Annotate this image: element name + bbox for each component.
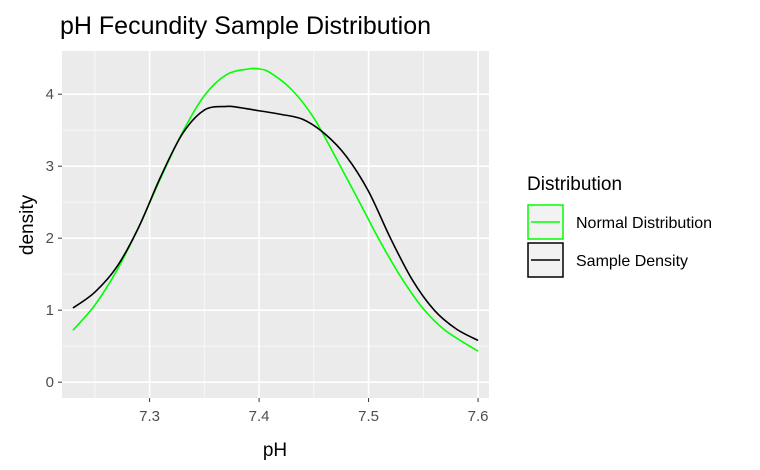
x-axis: 7.3 7.4 7.5 7.6	[139, 398, 488, 425]
grid-minor	[62, 51, 489, 398]
y-axis-title: density	[17, 194, 38, 255]
plot-panel	[62, 51, 489, 398]
x-tick-label: 7.6	[468, 408, 489, 425]
y-tick-label: 0	[46, 374, 54, 391]
series-layer	[72, 67, 479, 352]
legend: Distribution Normal Distribution Sample D…	[527, 174, 712, 278]
legend-label-normal-distribution: Normal Distribution	[576, 215, 712, 232]
y-axis: 0 1 2 3 4	[46, 86, 62, 391]
x-tick-label: 7.5	[358, 408, 379, 425]
y-tick-label: 1	[46, 302, 54, 319]
x-tick-label: 7.4	[249, 408, 270, 425]
y-tick-label: 4	[46, 86, 54, 103]
grid-major	[62, 51, 489, 398]
chart-title: pH Fecundity Sample Distribution	[60, 12, 431, 40]
y-tick-label: 2	[46, 230, 54, 247]
x-axis-title: pH	[263, 440, 287, 461]
legend-label-sample-density: Sample Density	[576, 253, 688, 270]
y-tick-label: 3	[46, 158, 54, 175]
sample-density-line	[72, 105, 479, 342]
x-tick-label: 7.3	[139, 408, 160, 425]
legend-title: Distribution	[527, 174, 622, 195]
